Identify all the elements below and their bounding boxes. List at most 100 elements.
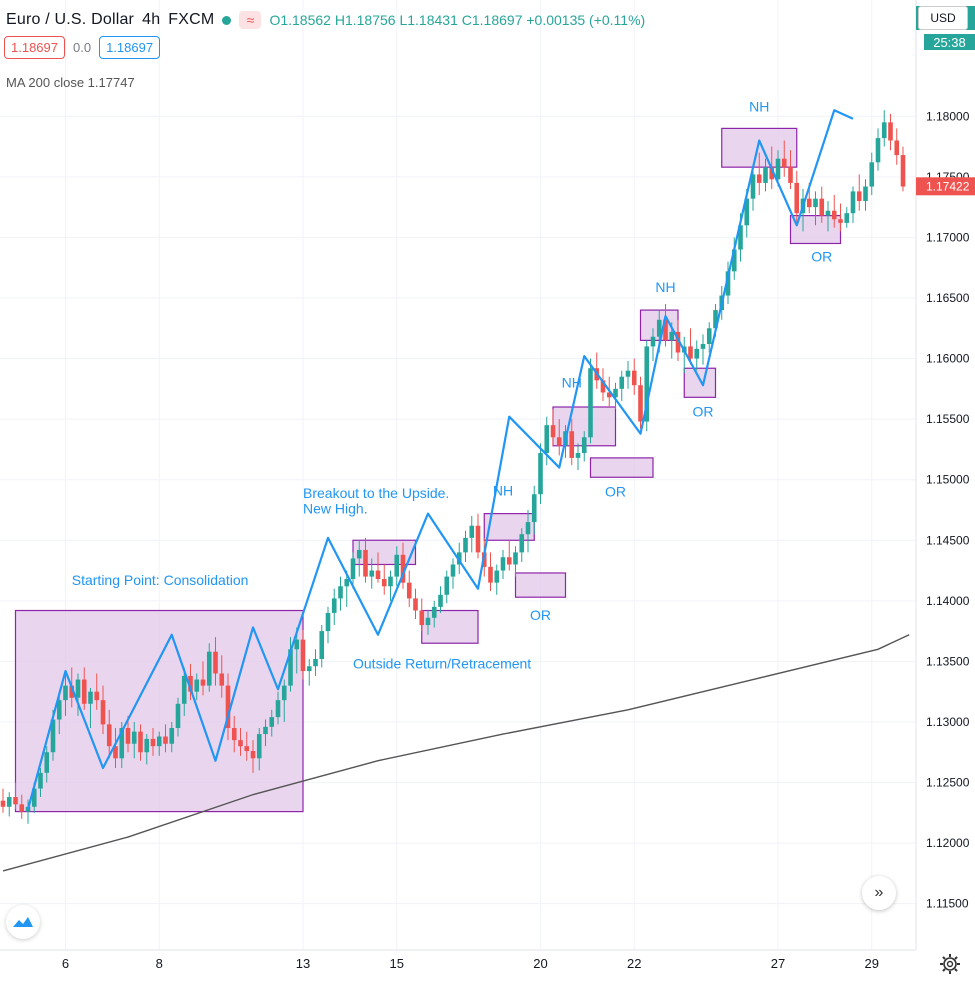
candle-body bbox=[856, 191, 862, 202]
open-label: O bbox=[269, 12, 281, 28]
candle-body bbox=[538, 453, 543, 495]
current-price-tag bbox=[916, 177, 975, 196]
ma-value: 1.17747 bbox=[87, 75, 135, 90]
candle-body bbox=[225, 685, 231, 729]
candle-body bbox=[181, 675, 187, 704]
sell-button[interactable]: 1.18697 bbox=[4, 36, 65, 59]
y-tick-label: 1.16500 bbox=[926, 291, 970, 305]
candle-body bbox=[106, 724, 112, 747]
high-value: 1.18756 bbox=[344, 12, 396, 28]
change-value: +0.00135 (+0.11%) bbox=[526, 12, 646, 28]
x-tick-label: 22 bbox=[627, 956, 641, 971]
candle-body bbox=[875, 138, 881, 163]
ma-label: MA 200 close bbox=[6, 75, 85, 90]
y-tick-label: 1.13000 bbox=[926, 715, 970, 729]
candle-body bbox=[400, 554, 406, 583]
candle-body bbox=[863, 186, 868, 202]
annotation-label: Starting Point: Consolidation bbox=[72, 572, 249, 588]
x-tick-label: 27 bbox=[771, 956, 785, 971]
annotation-label: NH bbox=[749, 98, 769, 114]
annotation-box bbox=[514, 572, 567, 598]
annotation-label: NH bbox=[562, 375, 582, 391]
buy-button[interactable]: 1.18697 bbox=[99, 36, 161, 59]
candle-body bbox=[300, 639, 306, 672]
candle-body bbox=[669, 331, 675, 341]
candle-body bbox=[631, 370, 637, 386]
candle-body bbox=[831, 210, 837, 220]
y-tick-label: 1.14000 bbox=[926, 594, 970, 608]
wave-icon[interactable]: ≈ bbox=[239, 11, 262, 29]
current-price-label: 1.17422 bbox=[926, 179, 970, 193]
candle-body bbox=[738, 225, 743, 250]
candle-body bbox=[113, 746, 118, 759]
annotation-label: Outside Return/Retracement bbox=[353, 656, 531, 672]
candle-body bbox=[775, 158, 781, 180]
candle-body bbox=[81, 679, 87, 704]
fast-forward-icon[interactable]: » bbox=[862, 876, 896, 910]
candle-body bbox=[388, 576, 393, 587]
candle-body bbox=[813, 198, 818, 208]
candle-body bbox=[244, 746, 250, 752]
candle-body bbox=[700, 344, 706, 349]
gear-icon[interactable] bbox=[938, 952, 962, 976]
candle-body bbox=[56, 700, 62, 720]
candle-body bbox=[819, 198, 825, 216]
candle-body bbox=[825, 210, 831, 216]
candle-body bbox=[788, 167, 793, 183]
low-label: L bbox=[399, 12, 408, 28]
candle-body bbox=[550, 425, 556, 438]
x-tick-label: 8 bbox=[156, 956, 163, 971]
y-tick-label: 1.11500 bbox=[926, 897, 969, 911]
currency-button[interactable]: USD bbox=[918, 6, 968, 30]
candle-body bbox=[63, 685, 68, 701]
candle-body bbox=[806, 198, 812, 208]
symbol-name[interactable]: Euro / U.S. Dollar bbox=[6, 11, 135, 28]
candle-body bbox=[275, 700, 281, 718]
candle-body bbox=[156, 736, 162, 747]
candle-body bbox=[213, 651, 218, 674]
annotation-label: OR bbox=[530, 607, 551, 623]
annotation-label: OR bbox=[605, 484, 626, 500]
annotation-box bbox=[421, 609, 479, 644]
candle-body bbox=[731, 249, 737, 272]
candle-body bbox=[506, 557, 512, 565]
candle-body bbox=[469, 525, 475, 538]
candle-body bbox=[625, 370, 631, 377]
interval-label[interactable]: 4h bbox=[142, 11, 161, 28]
candle-body bbox=[69, 685, 75, 698]
candle-body bbox=[675, 331, 681, 353]
candle-body bbox=[638, 385, 643, 422]
candle-body bbox=[331, 598, 337, 613]
candle-body bbox=[0, 800, 6, 807]
candle-body bbox=[144, 738, 150, 753]
x-tick-label: 6 bbox=[62, 956, 69, 971]
candle-body bbox=[406, 582, 412, 599]
candle-body bbox=[544, 425, 550, 454]
candle-body bbox=[413, 598, 418, 611]
candle-body bbox=[613, 388, 618, 398]
candle-body bbox=[500, 557, 506, 571]
candle-body bbox=[438, 594, 443, 607]
candle-body bbox=[744, 198, 750, 226]
tradingview-logo-icon[interactable] bbox=[6, 905, 40, 939]
ma-legend[interactable]: MA 200 close 1.17747 bbox=[6, 75, 135, 90]
y-tick-label: 1.14500 bbox=[926, 533, 970, 547]
candle-body bbox=[450, 564, 456, 577]
candle-body bbox=[50, 719, 56, 753]
candle-body bbox=[231, 728, 237, 741]
candle-body bbox=[750, 174, 756, 199]
candle-body bbox=[169, 728, 175, 744]
candle-body bbox=[200, 679, 206, 686]
candle-body bbox=[656, 319, 662, 337]
close-value: 1.18697 bbox=[471, 12, 523, 28]
candle-body bbox=[150, 738, 156, 747]
candle-body bbox=[194, 679, 200, 692]
candle-body bbox=[644, 346, 650, 422]
candle-body bbox=[263, 726, 268, 735]
y-tick-label: 1.13500 bbox=[926, 654, 970, 668]
annotation-box bbox=[14, 609, 304, 813]
annotation-box bbox=[352, 539, 417, 566]
annotation-label: New High. bbox=[303, 501, 368, 517]
candle-body bbox=[706, 328, 712, 345]
